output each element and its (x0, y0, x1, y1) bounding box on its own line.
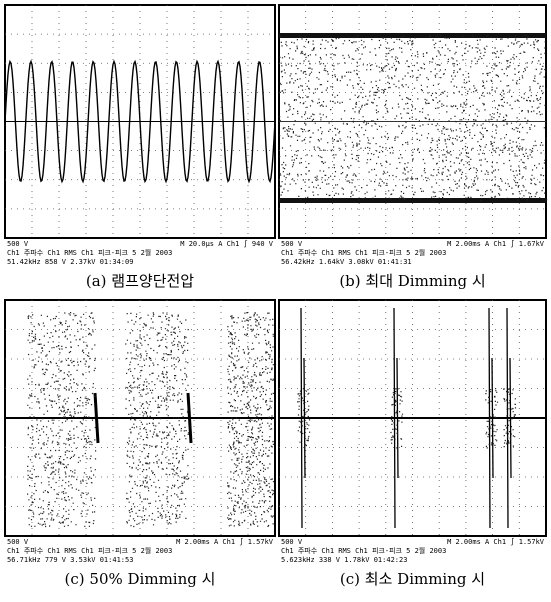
status-text: 56.42kHz 1.64kV 3.08kV 01:41:31 (281, 258, 412, 266)
caption: (c) 최소 Dimming 시 (340, 570, 485, 588)
scope-panel (5, 300, 275, 536)
caption: (c) 50% Dimming 시 (65, 570, 216, 588)
status-text: Ch1 주파수 Ch1 RMS Ch1 피크-피크 5 2월 2003 (7, 546, 172, 555)
status-text: 51.42kHz 858 V 2.37kV 01:34:09 (7, 258, 133, 266)
status-text: M 2.00ms A Ch1 ∫ 1.67kV (447, 239, 545, 248)
status-text: Ch1 주파수 Ch1 RMS Ch1 피크-피크 5 2월 2003 (281, 546, 446, 555)
status-text: Ch1 주파수 Ch1 RMS Ch1 피크-피크 5 2월 2003 (281, 248, 446, 257)
caption: (a) 램프양단전압 (86, 272, 194, 290)
status-text: M 2.00ms A Ch1 ∫ 1.57kV (447, 537, 545, 546)
envelope-top (279, 33, 546, 38)
status-text: M 2.00ms A Ch1 ∫ 1.57kV (176, 537, 274, 546)
scope-panel (5, 5, 275, 238)
status-text: 56.71kHz 779 V 3.53kV 01:41:53 (7, 556, 133, 564)
status-text: 500 V (281, 538, 303, 546)
scope-panel (279, 300, 546, 536)
status-text: 500 V (281, 240, 303, 248)
status-text: 500 V (7, 538, 29, 546)
scope-panel (279, 5, 547, 238)
envelope-bottom (279, 198, 546, 203)
status-text: 500 V (7, 240, 29, 248)
caption: (b) 최대 Dimming 시 (339, 272, 485, 290)
status-text: M 20.0µs A Ch1 ∫ 940 V (180, 239, 274, 248)
status-text: Ch1 주파수 Ch1 RMS Ch1 피크-피크 5 2월 2003 (7, 248, 172, 257)
status-text: 5.623kHz 338 V 1.78kV 01:42:23 (281, 556, 407, 564)
figure: 500 V M 20.0µs A Ch1 ∫ 940 V Ch1 주파수 Ch1 R… (0, 0, 551, 598)
